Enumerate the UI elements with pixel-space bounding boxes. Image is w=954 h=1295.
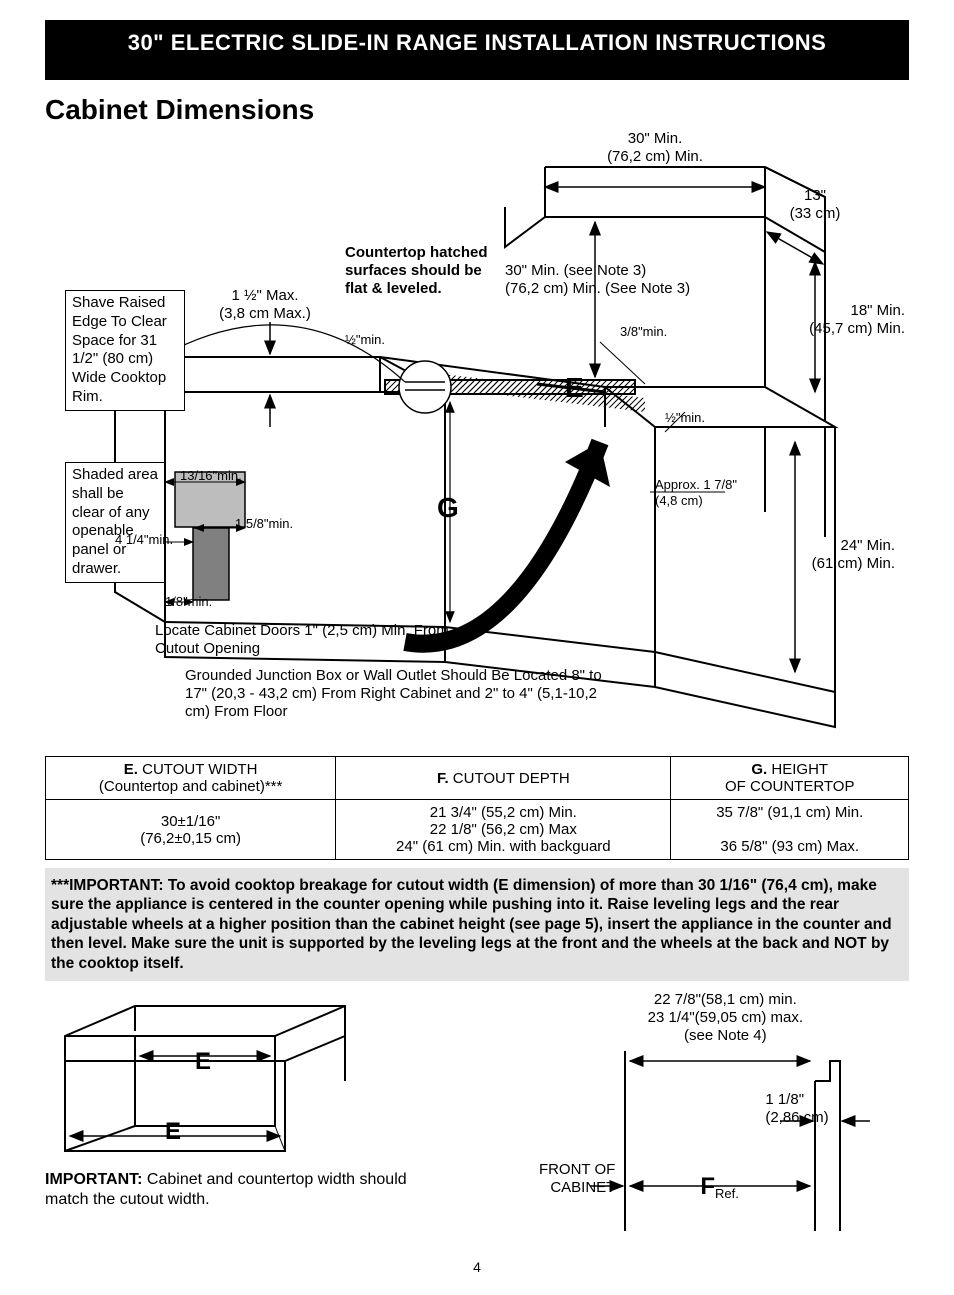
td-g1: 35 7/8" (91,1 cm) Min. bbox=[716, 804, 863, 821]
th-e-text1: CUTOUT WIDTH bbox=[138, 761, 257, 778]
dim-24-1: 24" Min. bbox=[840, 537, 895, 554]
td-f: 21 3/4" (55,2 cm) Min. 22 1/8" (56,2 cm)… bbox=[336, 800, 671, 860]
th-e-label: E. bbox=[124, 761, 138, 778]
letter-e: E bbox=[565, 372, 584, 404]
th-e-text2: (Countertop and cabinet)*** bbox=[99, 778, 282, 795]
d1316: 13/16"min. bbox=[180, 468, 242, 483]
br-f: F bbox=[700, 1173, 715, 1200]
td-e: 30±1/16" (76,2±0,15 cm) bbox=[46, 800, 336, 860]
dim-top-width-1: 30" Min. bbox=[628, 130, 683, 147]
br-top2: 23 1/4"(59,05 cm) max. bbox=[648, 1009, 803, 1026]
dim-18-2: (45,7 cm) Min. bbox=[809, 320, 905, 337]
bottom-right-panel: 22 7/8"(58,1 cm) min. 23 1/4"(59,05 cm) … bbox=[475, 991, 909, 1241]
td-f2: 22 1/8" (56,2 cm) Max bbox=[430, 821, 577, 838]
br-gap2: (2,86 cm) bbox=[765, 1109, 828, 1126]
th-f-text: CUTOUT DEPTH bbox=[449, 770, 570, 787]
dim-24-2: (61 cm) Min. bbox=[812, 555, 895, 572]
bottom-note-bold: IMPORTANT: bbox=[45, 1171, 142, 1188]
th-e: E. CUTOUT WIDTH (Countertop and cabinet)… bbox=[46, 757, 336, 800]
dim-18-1: 18" Min. bbox=[850, 302, 905, 319]
td-f1: 21 3/4" (55,2 cm) Min. bbox=[430, 804, 577, 821]
th-g: G. HEIGHT OF COUNTERTOP bbox=[671, 757, 909, 800]
section-title: Cabinet Dimensions bbox=[45, 94, 909, 126]
locate-doors: Locate Cabinet Doors 1" (2,5 cm) Min. Fr… bbox=[155, 622, 475, 658]
approx-2: (4,8 cm) bbox=[655, 493, 703, 508]
br-top3: (see Note 4) bbox=[684, 1027, 767, 1044]
dim-13-1: 13" bbox=[804, 187, 826, 204]
dim-top-width-2: (76,2 cm) Min. bbox=[607, 148, 703, 165]
front-label: FRONT OF CABINET bbox=[505, 1161, 615, 1197]
bottom-left-note: IMPORTANT: Cabinet and countertop width … bbox=[45, 1170, 445, 1210]
shaded-note: Shaded area shall be clear of any openab… bbox=[65, 462, 165, 583]
d414: 4 1/4"min. bbox=[115, 532, 173, 547]
three-eighth: 3/8"min. bbox=[620, 324, 667, 339]
td-g2: 36 5/8" (93 cm) Max. bbox=[720, 838, 859, 855]
d18: 1/8"min. bbox=[165, 594, 212, 609]
letter-g: G bbox=[437, 492, 459, 524]
table-header-row: E. CUTOUT WIDTH (Countertop and cabinet)… bbox=[46, 757, 909, 800]
table-row: 30±1/16" (76,2±0,15 cm) 21 3/4" (55,2 cm… bbox=[46, 800, 909, 860]
td-f3: 24" (61 cm) Min. with backguard bbox=[396, 838, 611, 855]
th-f: F. CUTOUT DEPTH bbox=[336, 757, 671, 800]
approx-1: Approx. 1 7/8" bbox=[655, 477, 737, 492]
header-bar: 30" ELECTRIC SLIDE-IN RANGE INSTALLATION… bbox=[45, 20, 909, 80]
th-g-text1: HEIGHT bbox=[767, 761, 828, 778]
br-f-sub: Ref. bbox=[715, 1186, 739, 1201]
dimension-table: E. CUTOUT WIDTH (Countertop and cabinet)… bbox=[45, 756, 909, 860]
header-title: 30" ELECTRIC SLIDE-IN RANGE INSTALLATION… bbox=[128, 30, 827, 55]
half-min-right: ½"min. bbox=[665, 410, 705, 425]
half-min-left: ½"min. bbox=[345, 332, 385, 347]
page-number: 4 bbox=[45, 1259, 909, 1275]
th-g-label: G. bbox=[751, 761, 767, 778]
shave-note: Shave Raised Edge To Clear Space for 31 … bbox=[65, 290, 185, 411]
td-e2: (76,2±0,15 cm) bbox=[140, 830, 241, 847]
cabinet-diagram: 30" Min. (76,2 cm) Min. 13" (33 cm) 30" … bbox=[45, 132, 909, 752]
junction-note: Grounded Junction Box or Wall Outlet Sho… bbox=[185, 667, 605, 721]
max-2: (3,8 cm Max.) bbox=[219, 305, 311, 322]
bottom-left-panel: E E IMPORTANT: Cabinet and countertop wi… bbox=[45, 991, 445, 1241]
dim-30v-1: 30" Min. (see Note 3) bbox=[505, 262, 646, 279]
bottom-row: E E IMPORTANT: Cabinet and countertop wi… bbox=[45, 991, 909, 1241]
countertop-note: Countertop hatched surfaces should be fl… bbox=[345, 244, 505, 298]
br-top1: 22 7/8"(58,1 cm) min. bbox=[654, 991, 797, 1008]
max-1: 1 ½" Max. bbox=[231, 287, 298, 304]
dim-30v-2: (76,2 cm) Min. (See Note 3) bbox=[505, 280, 690, 297]
td-e1: 30±1/16" bbox=[161, 813, 220, 830]
important-note: ***IMPORTANT: To avoid cooktop breakage … bbox=[45, 868, 909, 981]
th-g-text2: OF COUNTERTOP bbox=[725, 778, 854, 795]
d158: 1 5/8"min. bbox=[235, 516, 293, 531]
br-gap1: 1 1/8" bbox=[765, 1091, 804, 1108]
td-g: 35 7/8" (91,1 cm) Min. 36 5/8" (93 cm) M… bbox=[671, 800, 909, 860]
dim-13-2: (33 cm) bbox=[790, 205, 841, 222]
th-f-label: F. bbox=[437, 770, 449, 787]
